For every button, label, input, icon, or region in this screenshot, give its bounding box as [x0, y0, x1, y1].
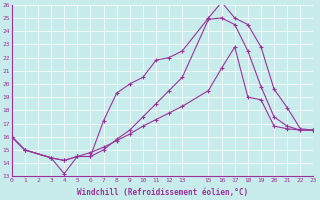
- X-axis label: Windchill (Refroidissement éolien,°C): Windchill (Refroidissement éolien,°C): [77, 188, 248, 197]
